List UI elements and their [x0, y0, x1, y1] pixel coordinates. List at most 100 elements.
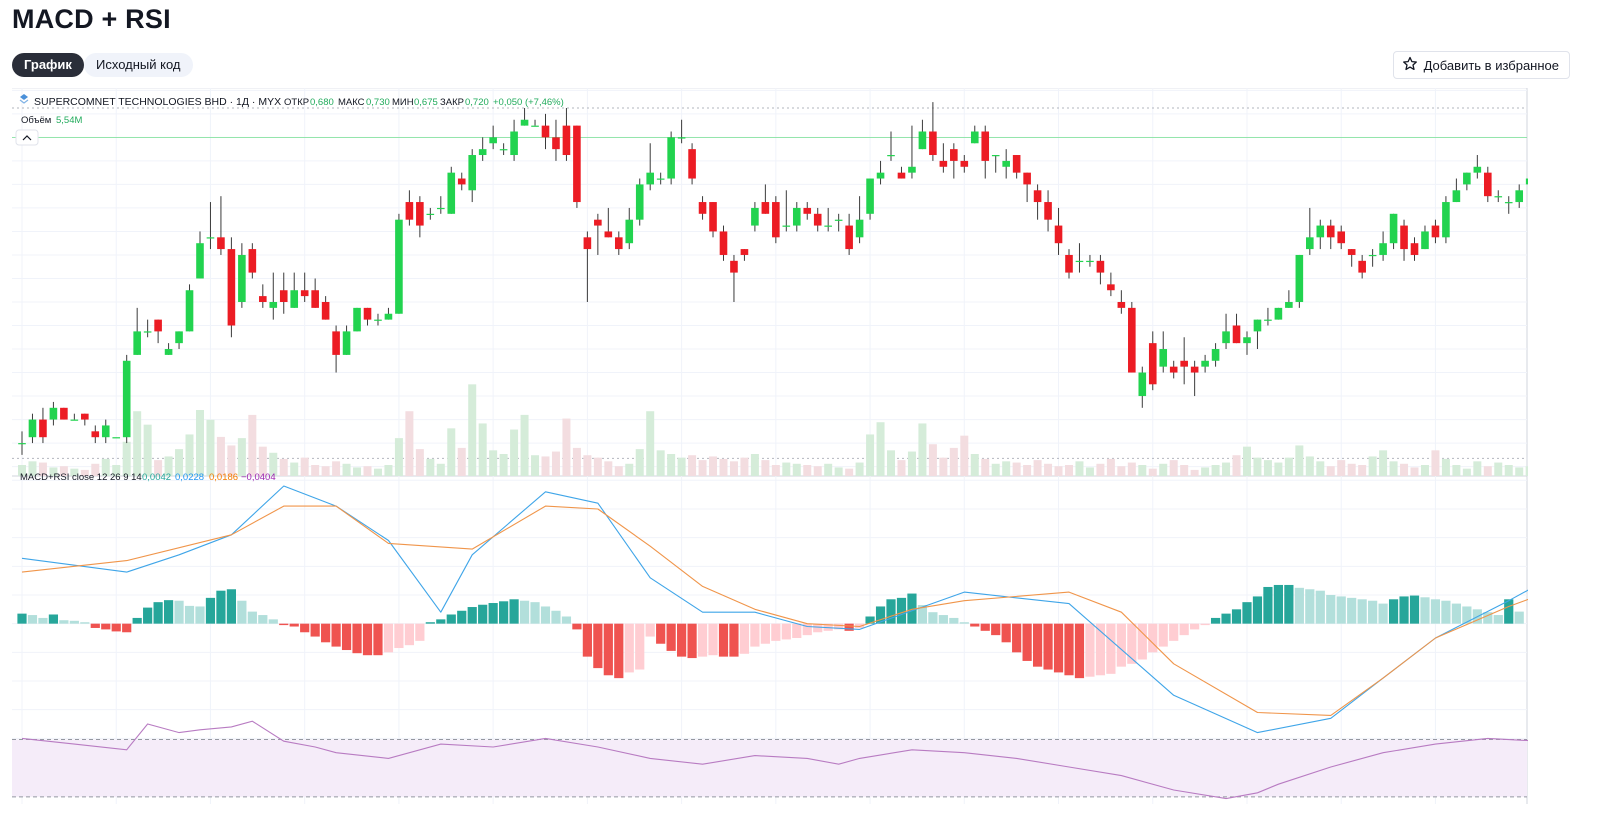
candle-down [1326, 225, 1335, 238]
histogram-bar [540, 606, 551, 624]
histogram-bar [216, 590, 226, 624]
histogram-bar [1137, 623, 1147, 660]
histogram-bar [1504, 599, 1514, 624]
star-icon [1402, 56, 1418, 75]
histogram-bar [1074, 623, 1085, 679]
candle-down [154, 319, 162, 332]
histogram-bar [813, 623, 823, 633]
histogram-bar [268, 619, 278, 624]
volume-bar [803, 465, 812, 476]
candle-down [761, 202, 770, 214]
volume-bar [1368, 456, 1377, 476]
histogram-bar [624, 623, 634, 673]
histogram-bar [425, 622, 435, 624]
candle-down [259, 296, 267, 302]
histogram-bar [205, 597, 216, 624]
tab-source-code[interactable]: Исходный код [84, 53, 193, 77]
histogram-bar [1169, 623, 1179, 641]
candle-down [541, 125, 550, 138]
volume-bar [866, 434, 875, 476]
candle-down [1128, 307, 1136, 373]
volume-bar [604, 461, 613, 476]
candle-up [175, 331, 183, 344]
volume-bar [510, 429, 519, 476]
volume-bar [101, 458, 110, 476]
volume-bar [373, 468, 382, 476]
volume-bar [269, 452, 278, 476]
candle-up [164, 349, 173, 355]
candle-up [185, 290, 194, 332]
candle-up [887, 155, 895, 157]
volume-bar [258, 446, 267, 476]
volume-value: 5,54M [56, 115, 82, 126]
volume-bar [897, 460, 906, 476]
histogram-bar [122, 623, 132, 633]
histogram-bar [1388, 599, 1399, 624]
candle-up [520, 119, 529, 126]
candle-up [489, 137, 497, 144]
volume-bar [646, 411, 655, 476]
volume-bar [1305, 456, 1314, 476]
histogram-bar [1148, 623, 1158, 653]
histogram-bar [1231, 609, 1242, 624]
histogram-bar [415, 623, 425, 641]
candle-up [426, 213, 435, 216]
histogram-bar [310, 623, 320, 637]
volume-bar [206, 419, 215, 476]
volume-bar [1085, 467, 1094, 476]
histogram-bar [865, 616, 875, 624]
candle-down [614, 237, 623, 250]
histogram-bar [300, 623, 310, 633]
candle-up [855, 219, 864, 238]
candle-up [656, 178, 665, 180]
histogram-bar [666, 623, 676, 651]
candle-up [1421, 231, 1429, 250]
volume-bar [332, 461, 341, 476]
price-change: +0,050 (+7,46%) [493, 97, 564, 108]
candle-down [1410, 243, 1419, 255]
candle-up [510, 131, 518, 156]
chart-canvas[interactable]: 0,7600,7400,7200,7000,6800,6600,6400,620… [12, 86, 1600, 804]
volume-bar [80, 469, 89, 476]
tab-chart[interactable]: График [12, 53, 84, 77]
candle-up [395, 219, 403, 314]
candle-down [1431, 225, 1440, 238]
volume-bar [614, 466, 623, 476]
candle-up [625, 219, 634, 244]
volume-bar [572, 447, 581, 476]
volume-bar [834, 467, 843, 476]
volume-bar [1263, 460, 1272, 476]
histogram-bar [48, 614, 59, 624]
volume-bar [688, 455, 697, 476]
chart-frame[interactable]: 0,7600,7400,7200,7000,6800,6600,6400,620… [12, 86, 1600, 804]
histogram-bar [195, 606, 205, 624]
histogram-bar [499, 601, 509, 624]
histogram-bar [80, 622, 90, 624]
candle-up [1075, 260, 1084, 263]
indicator-rsi-value: −0,0404 [241, 472, 276, 483]
volume-bar [321, 466, 330, 476]
add-to-favorites-button[interactable]: Добавить в избранное [1392, 51, 1570, 79]
volume-bar [1190, 469, 1199, 476]
candle-up [1243, 337, 1251, 344]
histogram-bar [1305, 589, 1315, 624]
histogram-bar [1409, 595, 1420, 624]
volume-bar [1253, 457, 1262, 476]
histogram-bar [980, 623, 990, 631]
candle-up [1138, 372, 1147, 397]
histogram-bar [321, 623, 331, 643]
candle-up [1389, 213, 1398, 244]
histogram-bar [59, 620, 69, 624]
histogram-bar [1158, 623, 1168, 647]
candle-down [803, 207, 812, 214]
histogram-bar [90, 623, 100, 628]
histogram-bar [341, 623, 352, 651]
volume-bar [1274, 462, 1283, 476]
candle-down [248, 249, 257, 273]
histogram-bar [111, 623, 121, 632]
candle-up [143, 331, 152, 333]
candle-down [1012, 155, 1021, 173]
collapse-legend-button[interactable] [15, 129, 39, 146]
volume-bar [1242, 446, 1251, 476]
histogram-bar [478, 604, 488, 624]
